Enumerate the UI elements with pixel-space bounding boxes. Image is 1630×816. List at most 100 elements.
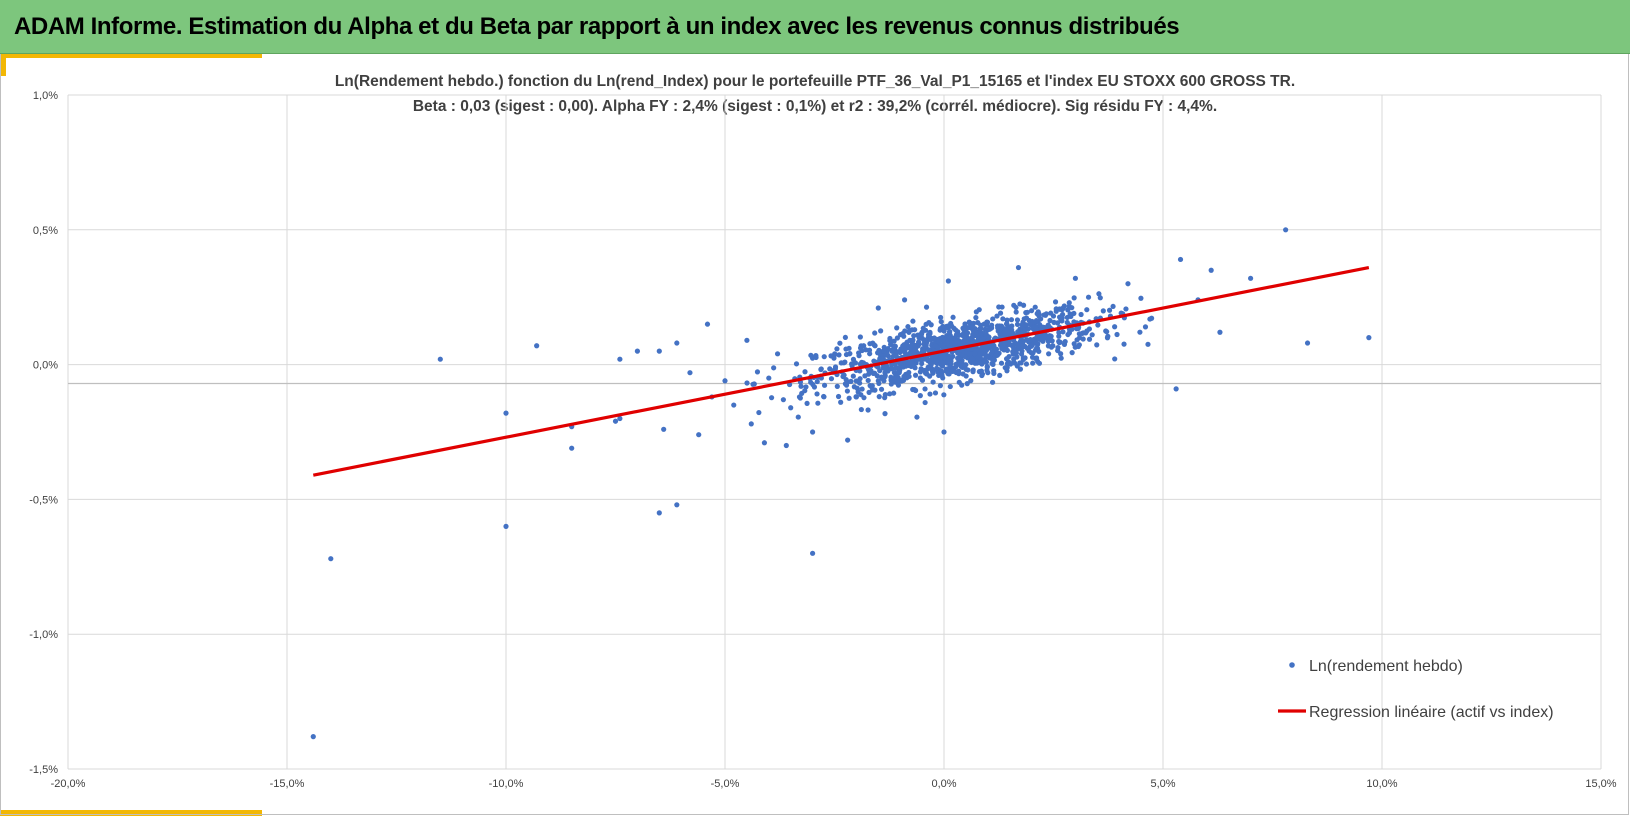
data-point xyxy=(980,336,986,343)
data-point xyxy=(938,319,944,325)
data-point xyxy=(1366,335,1372,341)
data-point xyxy=(912,342,918,349)
data-point xyxy=(656,510,662,516)
data-point xyxy=(1072,344,1078,350)
data-point xyxy=(976,354,982,360)
data-point xyxy=(976,359,982,366)
data-point xyxy=(617,356,623,362)
data-point xyxy=(983,343,989,349)
data-point xyxy=(848,378,854,384)
data-point xyxy=(837,340,843,346)
data-point xyxy=(938,358,944,365)
data-point xyxy=(897,360,903,366)
data-point xyxy=(969,356,975,362)
data-point xyxy=(1104,335,1111,341)
data-point xyxy=(933,343,939,349)
data-point xyxy=(1035,341,1041,347)
data-point xyxy=(901,333,907,339)
data-point xyxy=(902,347,908,353)
data-point xyxy=(981,347,987,354)
data-point xyxy=(1177,256,1184,263)
data-point xyxy=(926,319,932,326)
data-point xyxy=(1033,324,1039,330)
x-tick-label: 5,0% xyxy=(1150,778,1175,790)
data-point xyxy=(827,366,833,372)
data-point xyxy=(821,354,827,360)
data-point xyxy=(857,376,863,382)
data-point xyxy=(1032,304,1038,310)
data-point xyxy=(1014,317,1021,323)
data-point xyxy=(1004,317,1010,323)
data-point xyxy=(946,334,953,340)
data-point xyxy=(867,351,873,357)
data-point xyxy=(975,320,981,326)
data-point xyxy=(853,378,859,384)
data-point xyxy=(906,369,912,376)
data-point xyxy=(831,352,837,359)
data-point xyxy=(842,359,848,365)
data-point xyxy=(612,418,619,424)
data-point xyxy=(857,345,864,351)
data-point xyxy=(569,445,575,451)
data-point xyxy=(674,340,680,346)
data-point xyxy=(1013,309,1019,315)
data-point xyxy=(835,393,842,400)
data-point xyxy=(964,381,970,387)
data-point xyxy=(1020,302,1027,308)
data-point xyxy=(994,313,1000,319)
data-point xyxy=(687,370,693,376)
data-point xyxy=(910,386,916,393)
data-point xyxy=(970,367,976,373)
data-point xyxy=(947,383,953,390)
x-tick-label: -15,0% xyxy=(270,778,305,790)
data-point xyxy=(973,315,979,321)
data-point xyxy=(877,368,883,374)
accent-bar-bottom xyxy=(0,810,262,816)
data-point xyxy=(1013,304,1019,311)
data-point xyxy=(1009,342,1015,349)
data-point xyxy=(871,342,877,348)
data-point xyxy=(1019,348,1025,354)
data-point xyxy=(878,328,884,334)
data-point xyxy=(997,372,1003,378)
data-point xyxy=(891,338,897,344)
data-point xyxy=(1018,329,1024,336)
data-point xyxy=(921,337,927,343)
data-point xyxy=(842,334,848,341)
data-point xyxy=(947,329,953,335)
data-point xyxy=(1071,319,1077,325)
data-point xyxy=(1042,312,1049,318)
data-point xyxy=(856,350,862,356)
data-point xyxy=(956,368,962,374)
data-point xyxy=(1114,331,1120,338)
data-point xyxy=(534,343,540,349)
data-point xyxy=(1030,360,1036,366)
data-point xyxy=(1123,306,1129,312)
data-point xyxy=(1019,322,1025,328)
data-point xyxy=(1004,365,1010,371)
data-point xyxy=(965,338,971,345)
data-point xyxy=(882,364,888,370)
data-point xyxy=(1008,361,1014,367)
data-point xyxy=(925,347,932,353)
data-point xyxy=(754,369,761,375)
data-point xyxy=(945,358,951,364)
data-point xyxy=(963,373,969,379)
data-point xyxy=(808,379,814,385)
data-point xyxy=(994,352,1001,358)
data-point xyxy=(876,347,882,353)
data-point xyxy=(1047,317,1053,324)
data-point xyxy=(933,358,939,364)
data-point xyxy=(938,368,944,374)
data-point xyxy=(1061,303,1067,309)
data-point xyxy=(850,373,856,379)
data-point xyxy=(1145,341,1151,347)
data-point xyxy=(834,346,840,352)
data-point xyxy=(891,390,897,396)
data-point xyxy=(617,415,623,422)
data-point xyxy=(938,354,944,360)
data-point xyxy=(882,411,888,417)
data-point xyxy=(634,348,641,354)
data-point xyxy=(814,378,820,385)
data-point xyxy=(832,364,839,370)
